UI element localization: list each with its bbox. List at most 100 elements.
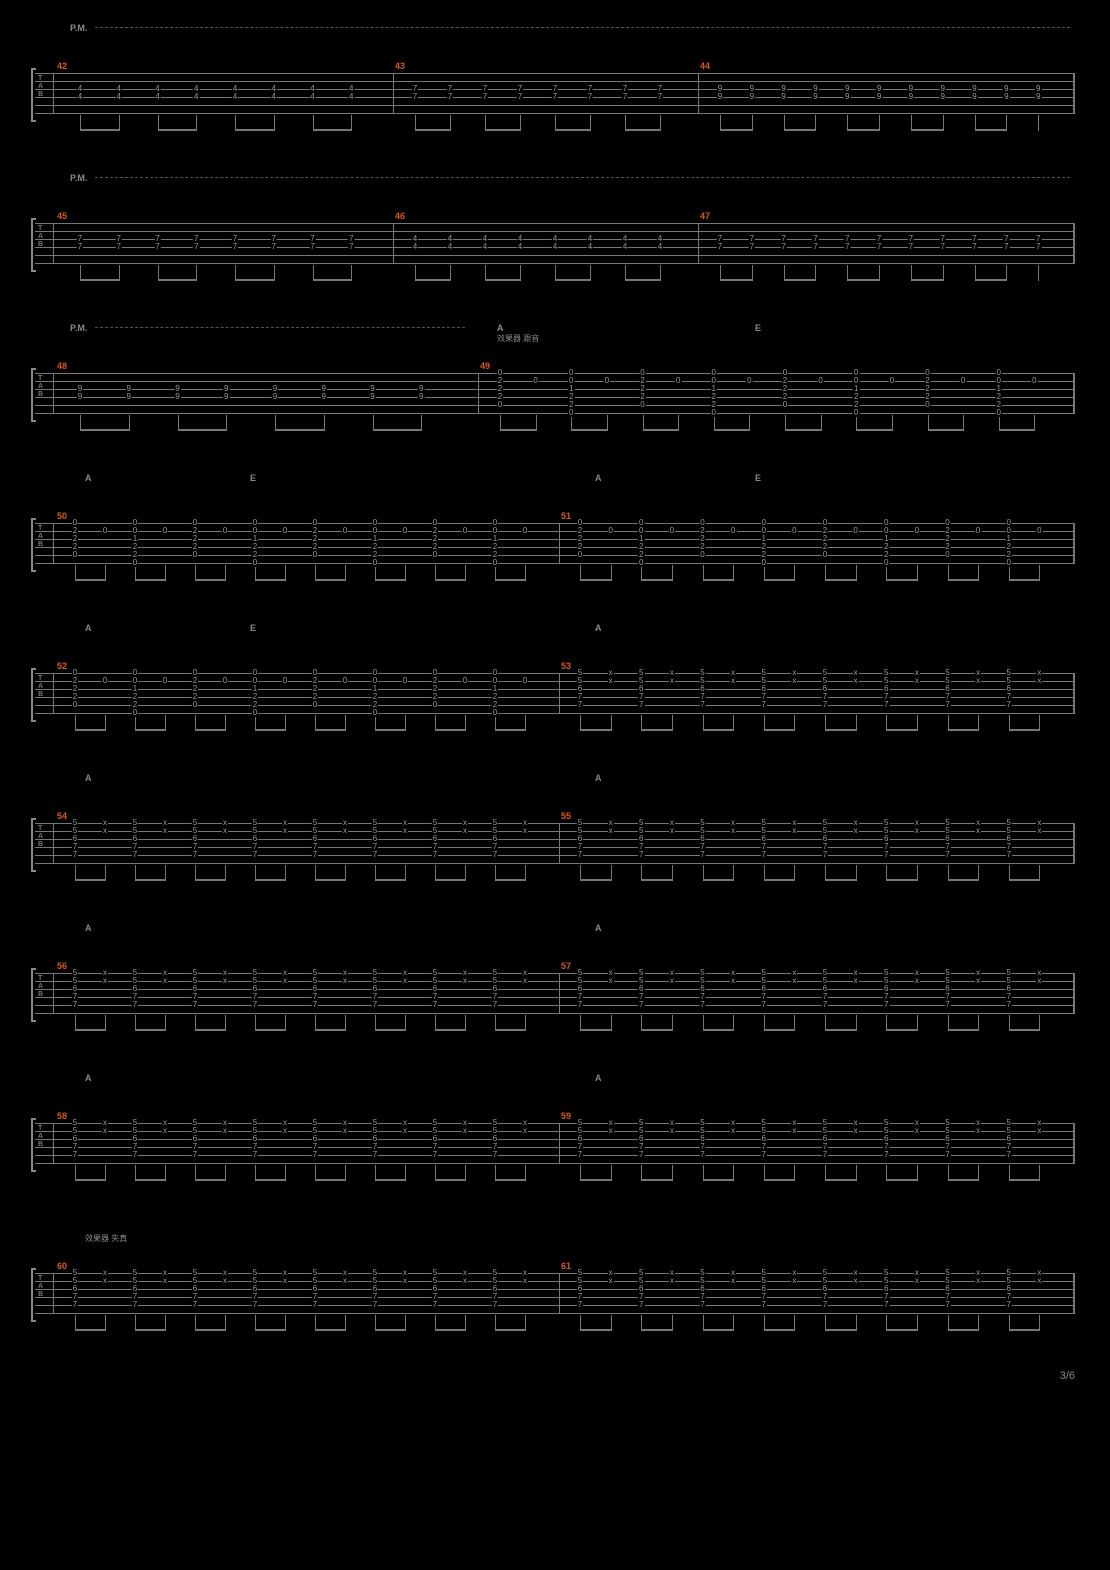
tab-note: x [608, 677, 614, 685]
chord-label: A [85, 773, 92, 783]
tab-note: 0 [761, 559, 767, 567]
barline [1073, 673, 1075, 713]
chord-label: A [595, 773, 602, 783]
barline [559, 523, 560, 563]
tab-note: x [342, 1277, 348, 1285]
tab-note: 7 [1006, 1301, 1012, 1309]
tab-note: x [102, 977, 108, 985]
tab-note: 9 [321, 393, 327, 401]
tab-note: 7 [883, 1151, 889, 1159]
beaming [35, 865, 1075, 889]
tab-note: x [791, 977, 797, 985]
tab-note: 7 [312, 851, 318, 859]
tab-note: 7 [761, 1001, 767, 1009]
tab-note: 7 [577, 851, 583, 859]
tab-note: 0 [532, 377, 538, 385]
tab-note: 0 [1031, 377, 1037, 385]
tab-note: 7 [72, 1151, 78, 1159]
barline [559, 823, 560, 863]
tab-note: x [914, 1277, 920, 1285]
tab-note: 7 [638, 1301, 644, 1309]
chord-label: A [85, 923, 92, 933]
tab-note: 7 [432, 1001, 438, 1009]
tab-note: x [222, 1127, 228, 1135]
tab-note: 9 [749, 93, 755, 101]
tab-note: 7 [638, 1151, 644, 1159]
tab-note: 7 [587, 93, 593, 101]
tab-note: 0 [889, 377, 895, 385]
tab-note: x [853, 677, 859, 685]
measure-number: 52 [57, 661, 67, 671]
tab-note: x [342, 1127, 348, 1135]
measure-number: 43 [395, 61, 405, 71]
tab-note: 7 [132, 851, 138, 859]
tab-note: 7 [192, 1001, 198, 1009]
tab-note: 0 [132, 559, 138, 567]
tab-note: 7 [116, 243, 122, 251]
tab-note: 0 [312, 701, 318, 709]
tab-note: 7 [812, 243, 818, 251]
tab-note: x [522, 827, 528, 835]
tab-note: 7 [717, 243, 723, 251]
tab-note: 7 [372, 851, 378, 859]
tab-note: x [730, 1127, 736, 1135]
tab-note: 0 [791, 527, 797, 535]
beaming [35, 565, 1075, 589]
tab-note: 7 [883, 701, 889, 709]
tab-note: 7 [908, 243, 914, 251]
tab-system: AATAB5855677xx55677xx55677xx55677xx55677… [35, 1095, 1075, 1200]
tab-note: 7 [1006, 701, 1012, 709]
tab-note: x [975, 677, 981, 685]
tab-note: 7 [252, 851, 258, 859]
tab-note: 7 [761, 1151, 767, 1159]
chord-label: E [755, 473, 761, 483]
tab-note: 7 [883, 1301, 889, 1309]
tab-note: x [853, 977, 859, 985]
barline [478, 373, 479, 413]
tab-note: 9 [939, 93, 945, 101]
measure-number: 42 [57, 61, 67, 71]
tab-note: 9 [1003, 93, 1009, 101]
tab-note: 7 [761, 851, 767, 859]
tab-note: 7 [72, 1001, 78, 1009]
tab-note: 7 [492, 851, 498, 859]
tab-note: x [462, 827, 468, 835]
tab-note: x [402, 977, 408, 985]
tab-note: 0 [162, 527, 168, 535]
tab-note: 4 [116, 93, 122, 101]
tab-note: x [102, 1127, 108, 1135]
tab-note: x [342, 827, 348, 835]
tab-note: x [608, 1127, 614, 1135]
tab-note: 7 [72, 1301, 78, 1309]
tab-note: x [608, 977, 614, 985]
measure-number: 44 [700, 61, 710, 71]
tab-note: 7 [638, 1001, 644, 1009]
tab-note: 0 [162, 677, 168, 685]
tab-note: 7 [492, 1301, 498, 1309]
beaming [35, 1315, 1075, 1339]
tab-note: 0 [639, 401, 645, 409]
barline [559, 1273, 560, 1313]
tab-note: 0 [462, 677, 468, 685]
tab-note: 4 [232, 93, 238, 101]
tab-note: 0 [522, 677, 528, 685]
measure-number: 54 [57, 811, 67, 821]
tab-note: 0 [222, 677, 228, 685]
tab-note: x [914, 827, 920, 835]
tab-note: 0 [822, 551, 828, 559]
tab-note: 0 [711, 409, 717, 417]
measure-number: 59 [561, 1111, 571, 1121]
tab-note: 0 [192, 701, 198, 709]
tab-note: x [1036, 677, 1042, 685]
tab-note: 7 [577, 701, 583, 709]
tab-note: 0 [924, 401, 930, 409]
measure-number: 50 [57, 511, 67, 521]
tab-note: x [402, 827, 408, 835]
tab-note: 7 [192, 1301, 198, 1309]
tab-note: 7 [944, 851, 950, 859]
tab-note: x [462, 977, 468, 985]
tab-note: 7 [252, 1001, 258, 1009]
measure-number: 57 [561, 961, 571, 971]
tab-note: x [791, 827, 797, 835]
tab-note: 7 [577, 1301, 583, 1309]
